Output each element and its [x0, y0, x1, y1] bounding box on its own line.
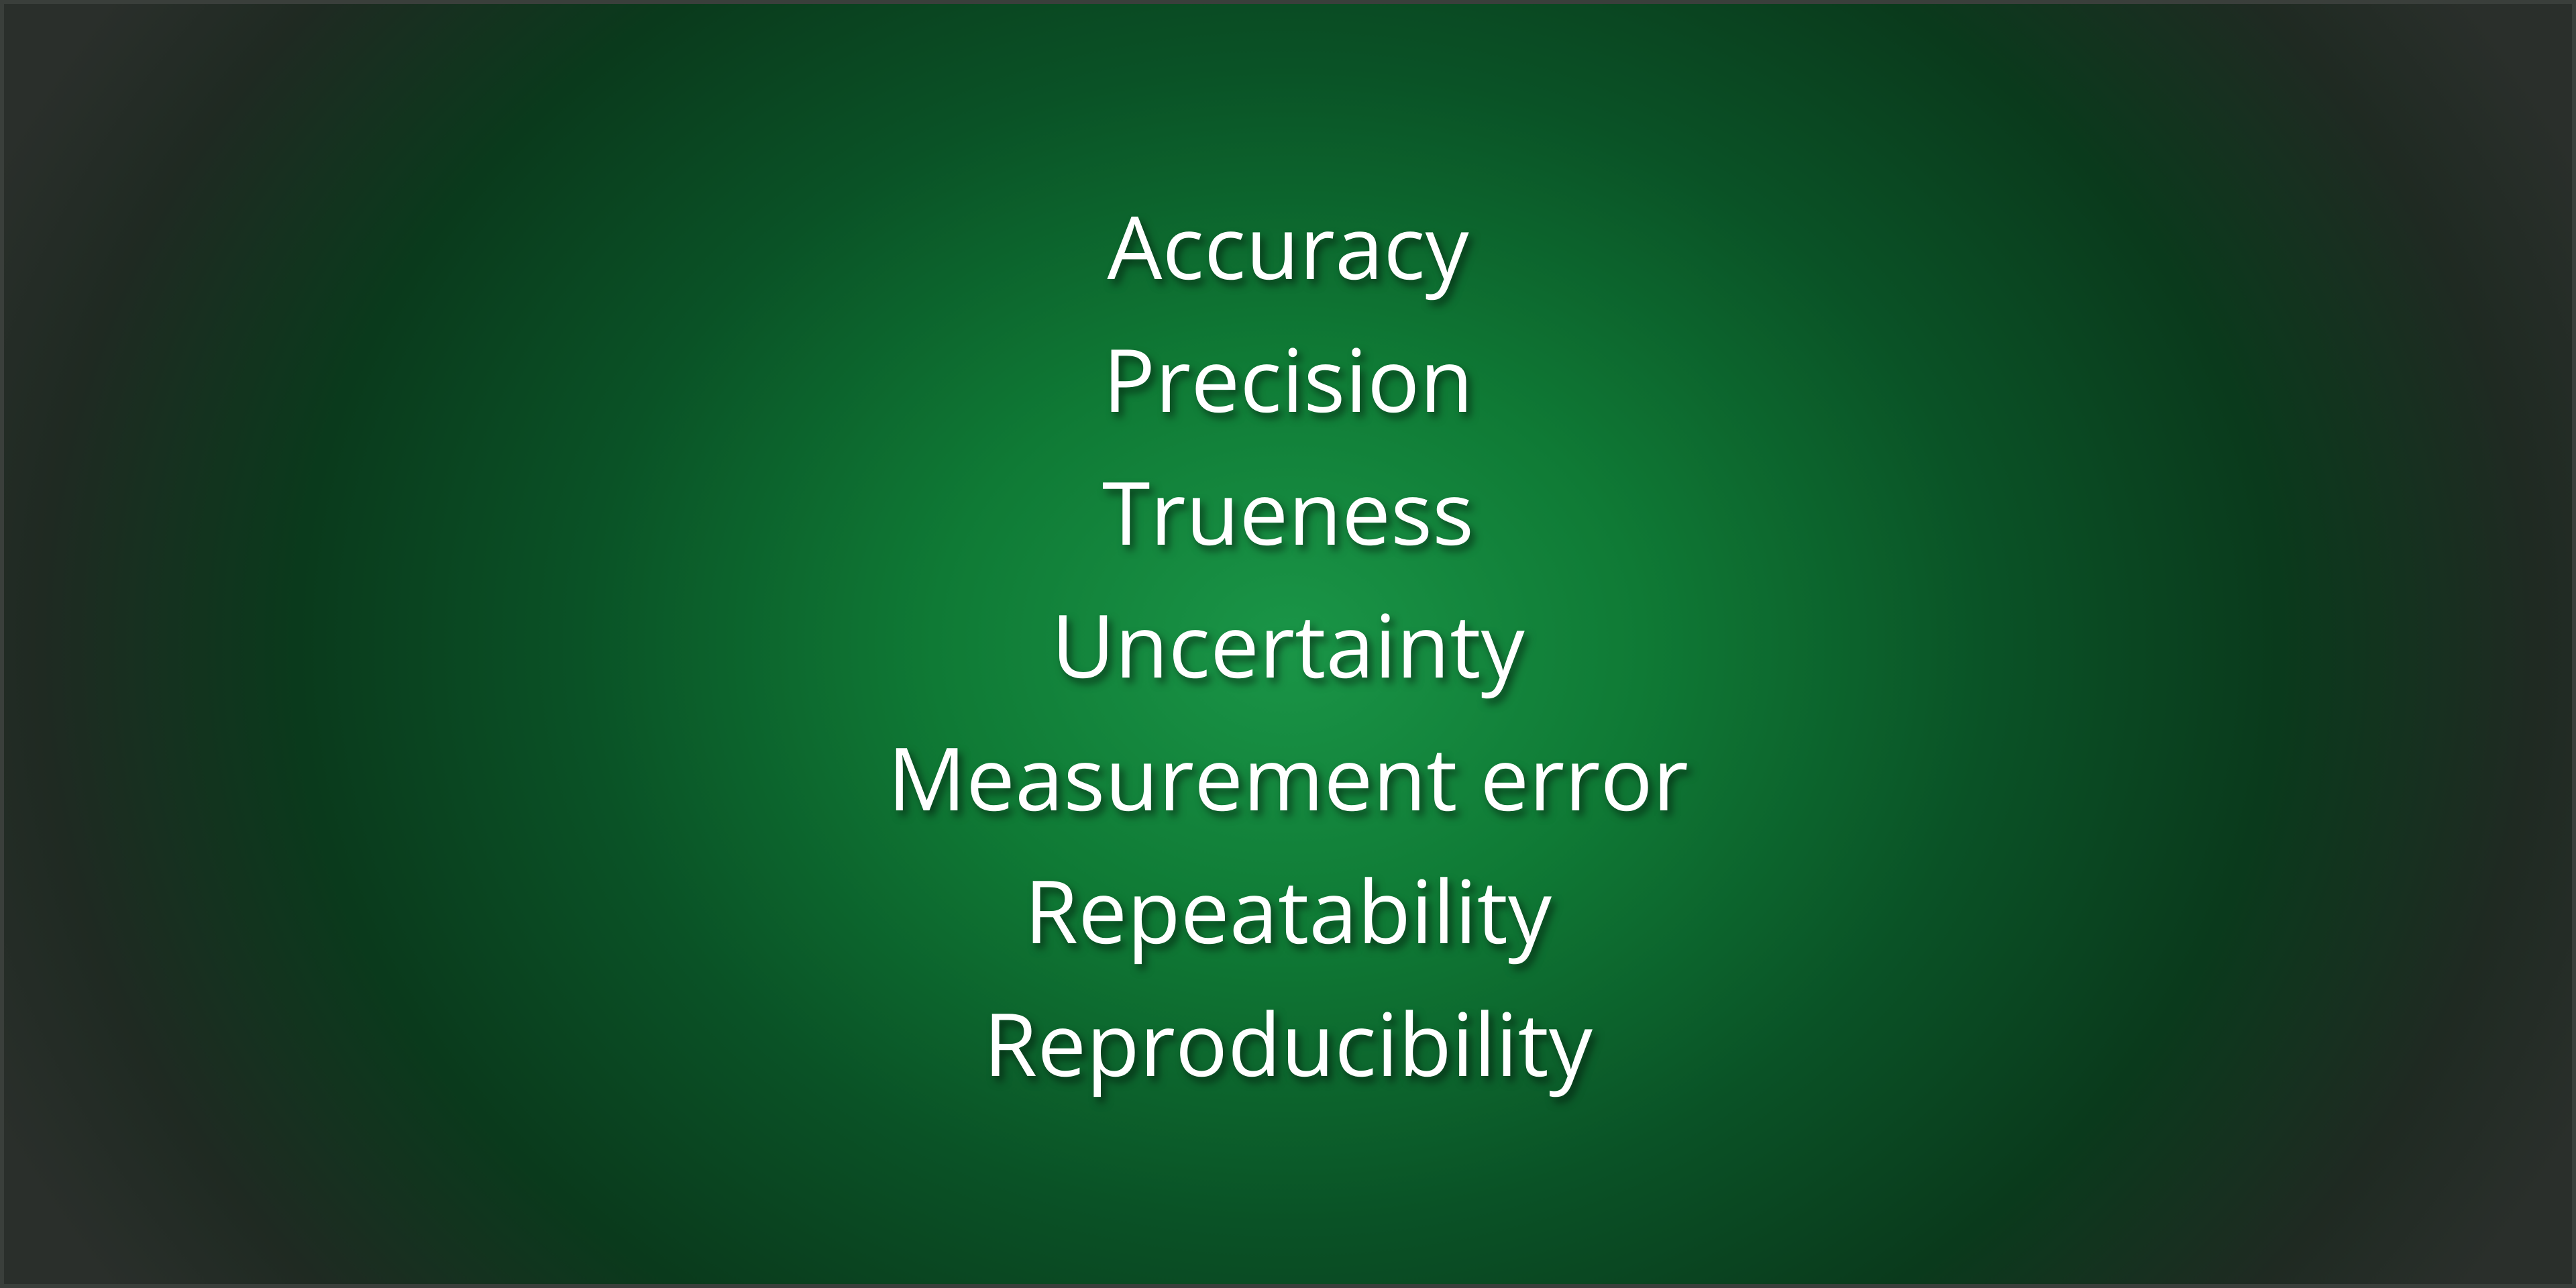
term-item: Precision	[1103, 331, 1473, 427]
term-item: Measurement error	[888, 729, 1688, 825]
term-item: Uncertainty	[1051, 596, 1524, 692]
term-item: Repeatability	[1024, 862, 1552, 958]
term-item: Reproducibility	[983, 995, 1593, 1091]
term-item: Trueness	[1102, 464, 1474, 559]
term-item: Accuracy	[1107, 198, 1468, 294]
term-list: Accuracy Precision Trueness Uncertainty …	[888, 198, 1688, 1091]
